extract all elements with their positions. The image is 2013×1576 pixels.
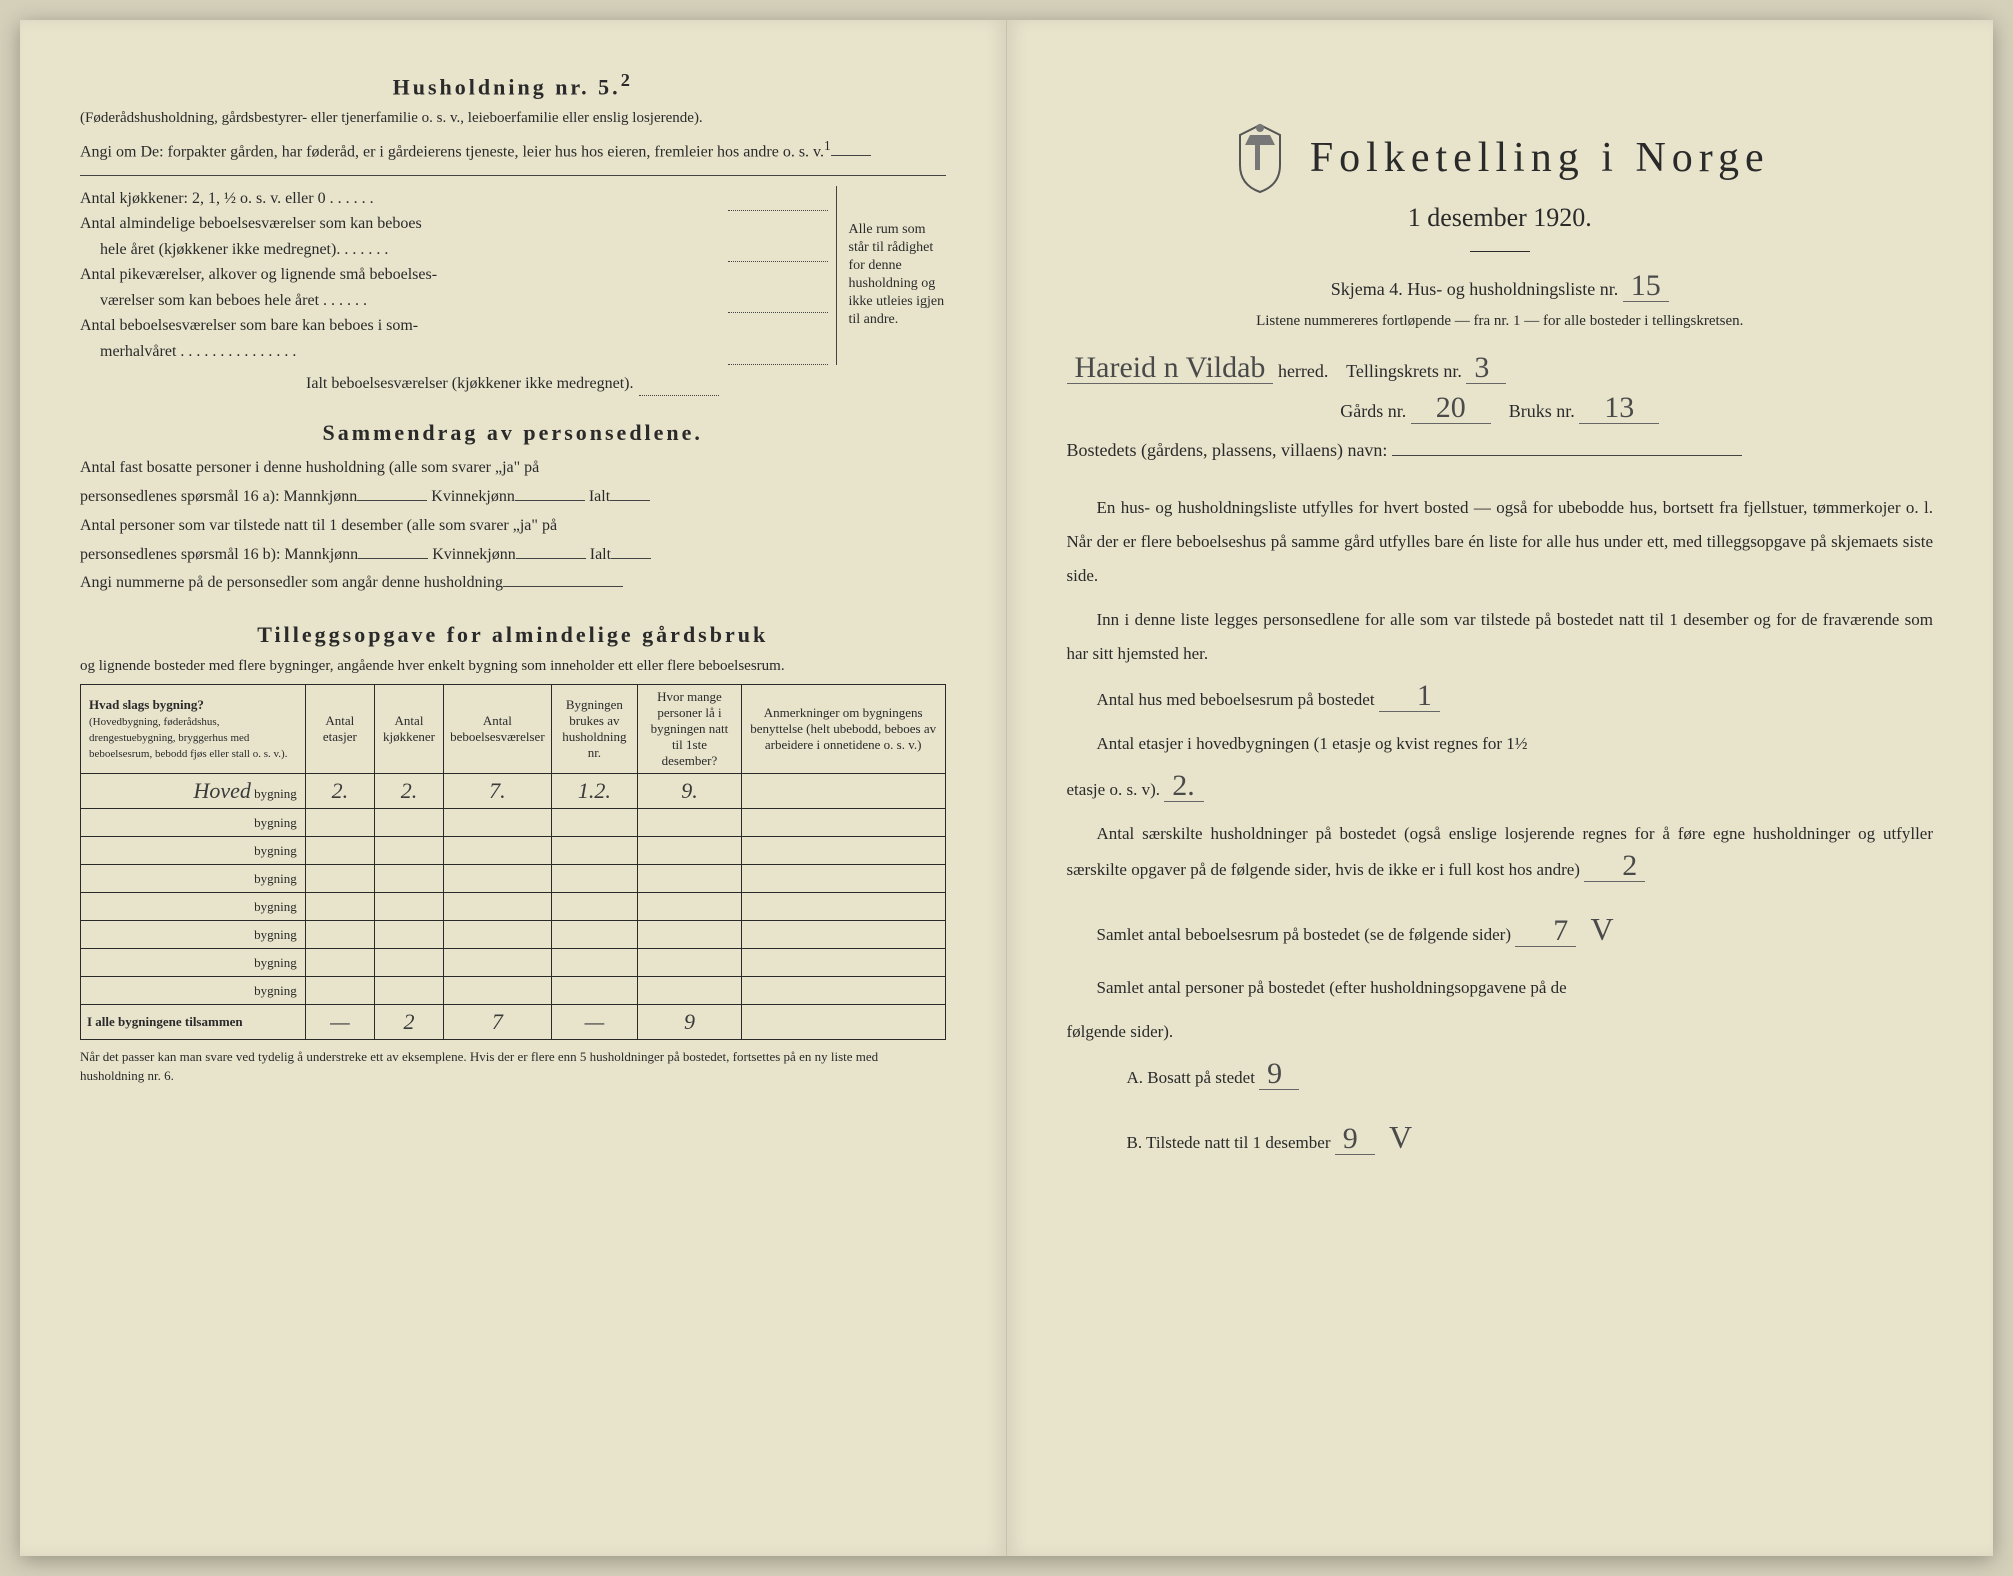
- table-row: bygning: [81, 921, 946, 949]
- rooms-side-note: Alle rum som står til rådighet for denne…: [836, 186, 946, 365]
- row1-prefix: Hoved: [193, 778, 250, 803]
- total-c6: [741, 1005, 945, 1040]
- rooms-total: Ialt beboelsesværelser (kjøkkener ikke m…: [306, 371, 633, 397]
- building-table: Hvad slags bygning? (Hovedbygning, føder…: [80, 684, 946, 1040]
- rooms-summer-b: merhalvåret . . . . . . . . . . . . . . …: [100, 339, 722, 365]
- row1-c1: 2.: [305, 774, 374, 809]
- row1-c5: 9.: [638, 774, 742, 809]
- th-kitchens: Antal kjøkkener: [374, 685, 443, 774]
- total-c4: —: [551, 1005, 637, 1040]
- row1-c3: 7.: [444, 774, 552, 809]
- row1-c4: 1.2.: [551, 774, 637, 809]
- q2-line-a: Antal etasjer i hovedbygningen (1 etasje…: [1067, 727, 1934, 761]
- total-c1: —: [305, 1005, 374, 1040]
- para2: Inn i denne liste legges personsedlene f…: [1067, 603, 1934, 671]
- bruk-value: 13: [1579, 393, 1659, 424]
- qB-check: V: [1389, 1119, 1412, 1155]
- footnote: Når det passer kan man svare ved tydelig…: [80, 1048, 946, 1084]
- qA-value: 9: [1259, 1059, 1299, 1090]
- coat-of-arms-icon: [1230, 120, 1290, 195]
- table-row: bygning: [81, 865, 946, 893]
- summary-line1b: personsedlenes spørsmål 16 a): Mannkjønn…: [80, 483, 946, 512]
- para1: En hus- og husholdningsliste utfylles fo…: [1067, 491, 1934, 593]
- tillegg-title: Tilleggsopgave for almindelige gårdsbruk: [80, 622, 946, 648]
- table-total-row: I alle bygningene tilsammen — 2 7 — 9: [81, 1005, 946, 1040]
- right-page: Folketelling i Norge 1 desember 1920. Sk…: [1007, 20, 1994, 1556]
- gard-line: Gårds nr. 20 Bruks nr. 13: [1067, 392, 1934, 432]
- table-row: bygning: [81, 949, 946, 977]
- q5-line-b: følgende sider).: [1067, 1015, 1934, 1049]
- th-building-type: Hvad slags bygning? (Hovedbygning, føder…: [81, 685, 306, 774]
- table-row: bygning: [81, 809, 946, 837]
- list-note: Listene nummereres fortløpende — fra nr.…: [1067, 310, 1934, 333]
- left-page: Husholdning nr. 5.2 (Føderådshusholdning…: [20, 20, 1007, 1556]
- q4-value: 7: [1515, 916, 1576, 947]
- rooms-ordinary-b: hele året (kjøkkener ikke medregnet). . …: [100, 237, 722, 263]
- date-subtitle: 1 desember 1920.: [1067, 203, 1934, 233]
- th-floors: Antal etasjer: [305, 685, 374, 774]
- summary-title: Sammendrag av personsedlene.: [80, 420, 946, 446]
- q1-line: Antal hus med beboelsesrum på bostedet 1: [1067, 681, 1934, 717]
- h5-title: Husholdning nr. 5.2: [80, 70, 946, 100]
- total-c2: 2: [374, 1005, 443, 1040]
- th-rooms: Antal beboelsesværelser: [444, 685, 552, 774]
- qA-line: A. Bosatt på stedet 9: [1067, 1059, 1934, 1095]
- divider: [1470, 251, 1530, 252]
- th-persons: Hvor mange personer lå i bygningen natt …: [638, 685, 742, 774]
- h5-angi: Angi om De: forpakter gården, har føderå…: [80, 135, 946, 165]
- q4-check: V: [1590, 911, 1613, 947]
- gard-value: 20: [1411, 393, 1491, 424]
- q4-line: Samlet antal beboelsesrum på bostedet (s…: [1067, 897, 1934, 961]
- rooms-ordinary-a: Antal almindelige beboelsesværelser som …: [80, 211, 828, 237]
- herred-line: Hareid n Vildab herred. Tellingskrets nr…: [1067, 352, 1934, 392]
- rooms-summer-a: Antal beboelsesværelser som bare kan beb…: [80, 313, 828, 339]
- rooms-block: Antal kjøkkener: 2, 1, ½ o. s. v. eller …: [80, 186, 946, 365]
- q3-line: Antal særskilte husholdninger på bostede…: [1067, 817, 1934, 887]
- total-label: I alle bygningene tilsammen: [81, 1005, 306, 1040]
- table-row: bygning: [81, 837, 946, 865]
- th-remarks: Anmerkninger om bygningens benyttelse (h…: [741, 685, 945, 774]
- rooms-maid-a: Antal pikeværelser, alkover og lignende …: [80, 262, 828, 288]
- krets-value: 3: [1466, 353, 1506, 384]
- table-row: bygning: [81, 893, 946, 921]
- summary-line2b: personsedlenes spørsmål 16 b): Mannkjønn…: [80, 541, 946, 570]
- tillegg-sub: og lignende bosteder med flere bygninger…: [80, 656, 946, 676]
- h5-paren: (Føderådshusholdning, gårdsbestyrer- ell…: [80, 108, 946, 128]
- summary-line2a: Antal personer som var tilstede natt til…: [80, 512, 946, 541]
- document-spread: Husholdning nr. 5.2 (Føderådshusholdning…: [20, 20, 1993, 1556]
- table-row: bygning: [81, 977, 946, 1005]
- qB-line: B. Tilstede natt til 1 desember 9 V: [1067, 1105, 1934, 1169]
- bosted-line: Bostedets (gårdens, plassens, villaens) …: [1067, 431, 1934, 471]
- q2-line-b: etasje o. s. v). 2.: [1067, 771, 1934, 807]
- main-title: Folketelling i Norge: [1310, 134, 1770, 182]
- rooms-kitchens: Antal kjøkkener: 2, 1, ½ o. s. v. eller …: [80, 186, 722, 212]
- table-row: Hoved bygning 2. 2. 7. 1.2. 9.: [81, 774, 946, 809]
- title-row: Folketelling i Norge: [1067, 120, 1934, 195]
- qB-value: 9: [1335, 1124, 1375, 1155]
- total-c5: 9: [638, 1005, 742, 1040]
- q1-value: 1: [1379, 681, 1440, 712]
- schema-number-value: 15: [1623, 271, 1669, 302]
- row1-c2: 2.: [374, 774, 443, 809]
- th-household: Bygningen brukes av husholdning nr.: [551, 685, 637, 774]
- summary-line3: Angi nummerne på de personsedler som ang…: [80, 569, 946, 598]
- row1-c6: [741, 774, 945, 809]
- q2-value: 2.: [1164, 771, 1204, 802]
- herred-value: Hareid n Vildab: [1067, 353, 1274, 384]
- summary-line1a: Antal fast bosatte personer i denne hush…: [80, 454, 946, 483]
- schema-line: Skjema 4. Hus- og husholdningsliste nr. …: [1067, 270, 1934, 310]
- rooms-maid-b: værelser som kan beboes hele året . . . …: [100, 288, 722, 314]
- total-c3: 7: [444, 1005, 552, 1040]
- q5-line-a: Samlet antal personer på bostedet (efter…: [1067, 971, 1934, 1005]
- q3-value: 2: [1584, 851, 1645, 882]
